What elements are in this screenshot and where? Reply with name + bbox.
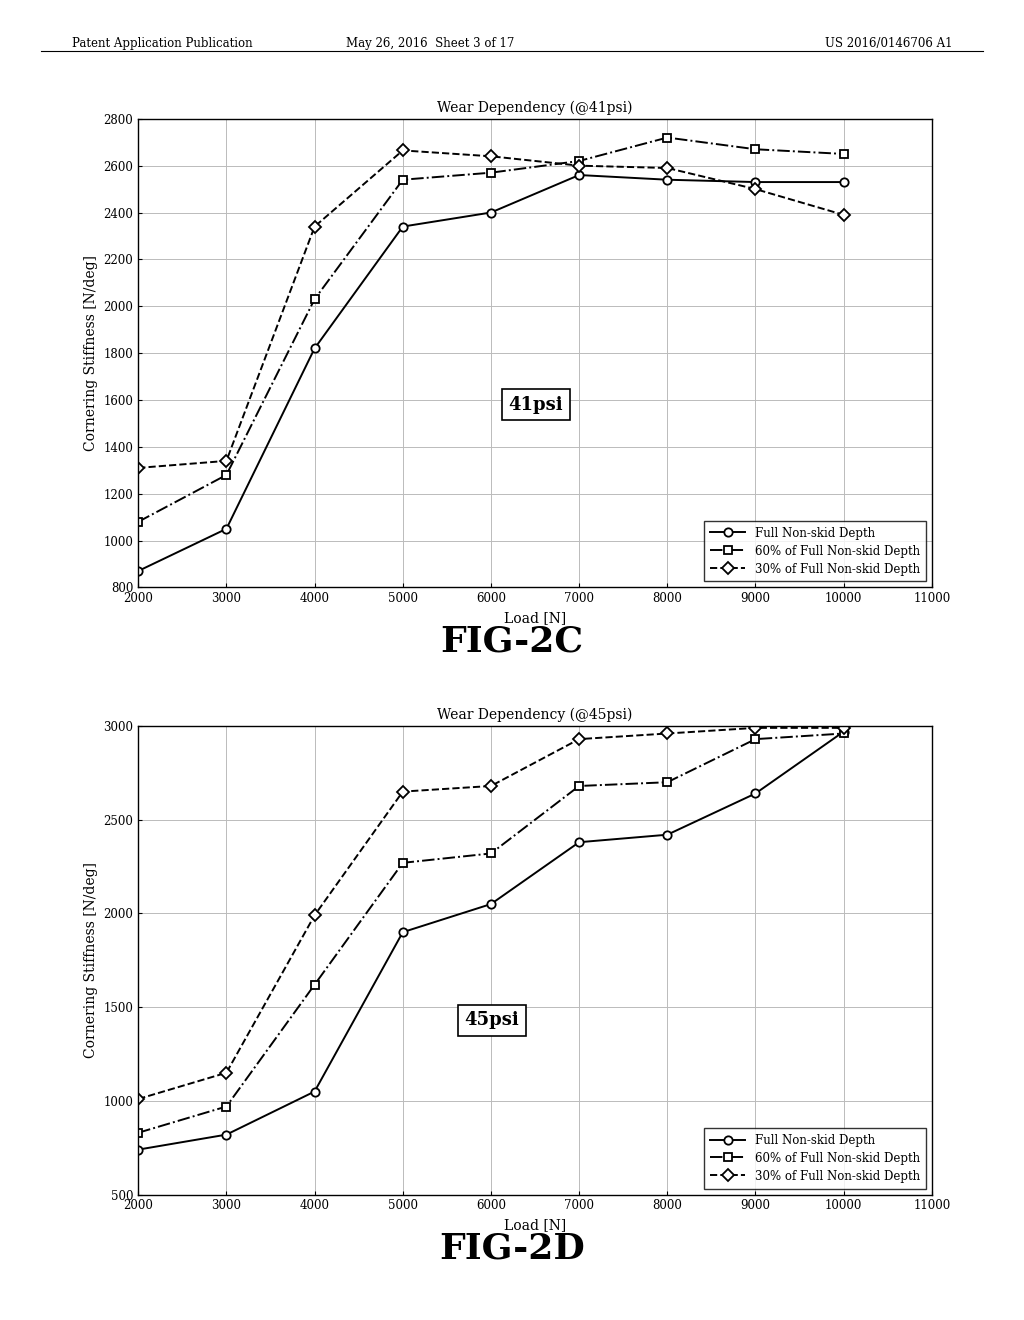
Full Non-skid Depth bbox=[308, 341, 321, 356]
30% of Full Non-skid Depth bbox=[220, 453, 232, 469]
60% of Full Non-skid Depth bbox=[838, 726, 850, 742]
Full Non-skid Depth bbox=[396, 924, 409, 940]
Text: Patent Application Publication: Patent Application Publication bbox=[72, 37, 252, 50]
Title: Wear Dependency (@41psi): Wear Dependency (@41psi) bbox=[437, 100, 633, 115]
60% of Full Non-skid Depth bbox=[750, 141, 762, 157]
Full Non-skid Depth bbox=[573, 168, 586, 183]
30% of Full Non-skid Depth bbox=[396, 784, 409, 800]
60% of Full Non-skid Depth bbox=[220, 1098, 232, 1114]
60% of Full Non-skid Depth bbox=[396, 855, 409, 871]
60% of Full Non-skid Depth bbox=[308, 292, 321, 308]
Full Non-skid Depth bbox=[838, 174, 850, 190]
Full Non-skid Depth bbox=[484, 896, 497, 912]
30% of Full Non-skid Depth bbox=[573, 157, 586, 173]
Full Non-skid Depth bbox=[484, 205, 497, 220]
Y-axis label: Cornering Stiffness [N/deg]: Cornering Stiffness [N/deg] bbox=[84, 862, 98, 1059]
Line: Full Non-skid Depth: Full Non-skid Depth bbox=[134, 727, 848, 1154]
60% of Full Non-skid Depth bbox=[220, 467, 232, 483]
30% of Full Non-skid Depth bbox=[132, 459, 144, 475]
60% of Full Non-skid Depth bbox=[573, 153, 586, 169]
Full Non-skid Depth bbox=[396, 219, 409, 235]
Text: 41psi: 41psi bbox=[509, 396, 563, 413]
Full Non-skid Depth bbox=[662, 826, 674, 842]
X-axis label: Load [N]: Load [N] bbox=[504, 611, 566, 624]
Legend: Full Non-skid Depth, 60% of Full Non-skid Depth, 30% of Full Non-skid Depth: Full Non-skid Depth, 60% of Full Non-ski… bbox=[705, 521, 926, 582]
Text: May 26, 2016  Sheet 3 of 17: May 26, 2016 Sheet 3 of 17 bbox=[346, 37, 514, 50]
Full Non-skid Depth bbox=[308, 1084, 321, 1100]
30% of Full Non-skid Depth bbox=[838, 207, 850, 223]
30% of Full Non-skid Depth bbox=[308, 219, 321, 235]
Line: 30% of Full Non-skid Depth: 30% of Full Non-skid Depth bbox=[134, 723, 848, 1104]
Text: FIG-2D: FIG-2D bbox=[439, 1232, 585, 1266]
Full Non-skid Depth bbox=[838, 723, 850, 739]
60% of Full Non-skid Depth bbox=[838, 147, 850, 162]
60% of Full Non-skid Depth bbox=[662, 775, 674, 791]
Full Non-skid Depth bbox=[662, 172, 674, 187]
60% of Full Non-skid Depth bbox=[308, 977, 321, 993]
X-axis label: Load [N]: Load [N] bbox=[504, 1218, 566, 1232]
60% of Full Non-skid Depth bbox=[750, 731, 762, 747]
30% of Full Non-skid Depth bbox=[396, 143, 409, 158]
Full Non-skid Depth bbox=[132, 1142, 144, 1158]
30% of Full Non-skid Depth bbox=[838, 719, 850, 735]
60% of Full Non-skid Depth bbox=[132, 1125, 144, 1140]
Full Non-skid Depth bbox=[220, 1127, 232, 1143]
Full Non-skid Depth bbox=[132, 564, 144, 579]
60% of Full Non-skid Depth bbox=[396, 172, 409, 187]
60% of Full Non-skid Depth bbox=[484, 846, 497, 862]
Text: US 2016/0146706 A1: US 2016/0146706 A1 bbox=[824, 37, 952, 50]
30% of Full Non-skid Depth bbox=[750, 181, 762, 197]
60% of Full Non-skid Depth bbox=[484, 165, 497, 181]
30% of Full Non-skid Depth bbox=[484, 148, 497, 164]
Text: FIG-2C: FIG-2C bbox=[440, 624, 584, 659]
30% of Full Non-skid Depth bbox=[573, 731, 586, 747]
Full Non-skid Depth bbox=[750, 174, 762, 190]
30% of Full Non-skid Depth bbox=[132, 1092, 144, 1107]
30% of Full Non-skid Depth bbox=[484, 777, 497, 793]
Line: Full Non-skid Depth: Full Non-skid Depth bbox=[134, 170, 848, 576]
Line: 30% of Full Non-skid Depth: 30% of Full Non-skid Depth bbox=[134, 147, 848, 473]
60% of Full Non-skid Depth bbox=[132, 513, 144, 529]
Full Non-skid Depth bbox=[750, 785, 762, 801]
30% of Full Non-skid Depth bbox=[662, 160, 674, 176]
30% of Full Non-skid Depth bbox=[308, 907, 321, 923]
Full Non-skid Depth bbox=[573, 834, 586, 850]
30% of Full Non-skid Depth bbox=[662, 726, 674, 742]
60% of Full Non-skid Depth bbox=[573, 777, 586, 793]
Line: 60% of Full Non-skid Depth: 60% of Full Non-skid Depth bbox=[134, 133, 848, 525]
30% of Full Non-skid Depth bbox=[750, 719, 762, 735]
Y-axis label: Cornering Stiffness [N/deg]: Cornering Stiffness [N/deg] bbox=[84, 255, 98, 451]
30% of Full Non-skid Depth bbox=[220, 1065, 232, 1081]
Full Non-skid Depth bbox=[220, 521, 232, 537]
Title: Wear Dependency (@45psi): Wear Dependency (@45psi) bbox=[437, 708, 633, 722]
Legend: Full Non-skid Depth, 60% of Full Non-skid Depth, 30% of Full Non-skid Depth: Full Non-skid Depth, 60% of Full Non-ski… bbox=[705, 1129, 926, 1189]
60% of Full Non-skid Depth bbox=[662, 129, 674, 145]
Line: 60% of Full Non-skid Depth: 60% of Full Non-skid Depth bbox=[134, 730, 848, 1137]
Text: 45psi: 45psi bbox=[465, 1011, 519, 1030]
